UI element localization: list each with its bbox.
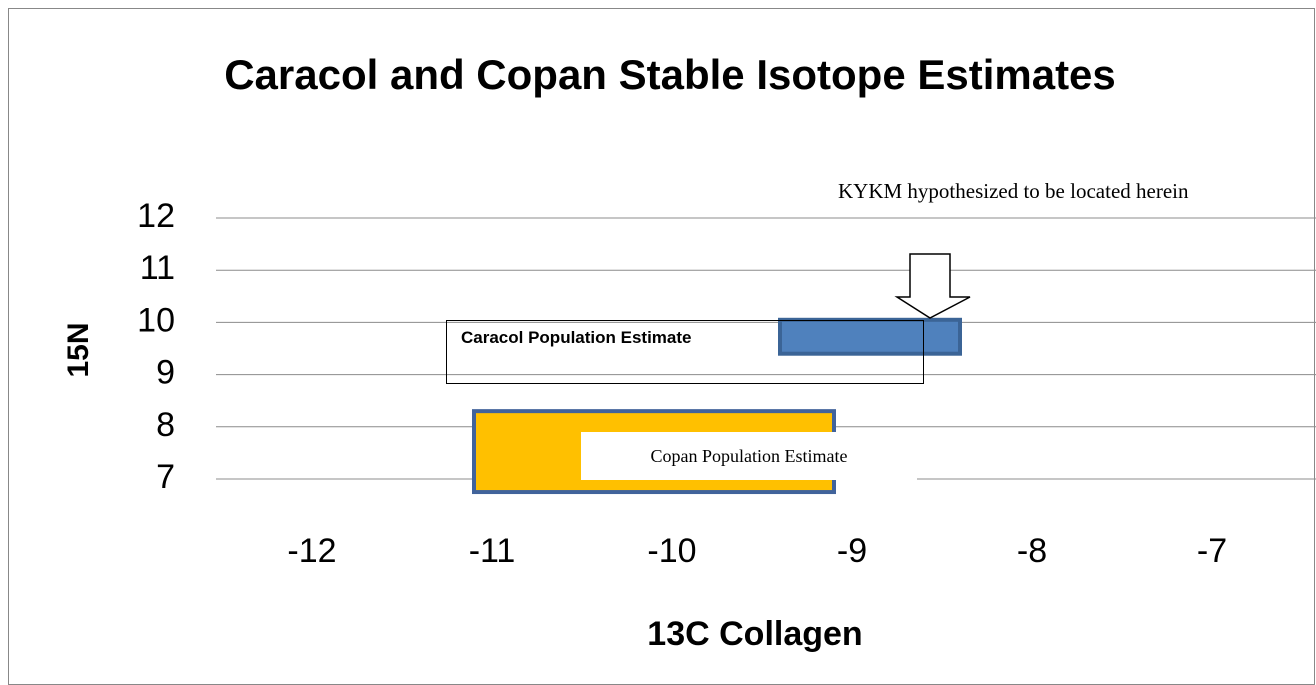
series-label: Copan Population Estimate xyxy=(581,432,917,480)
series-label: Caracol Population Estimate xyxy=(461,328,692,347)
annotation: KYKM hypothesized to be located herein xyxy=(838,179,1189,203)
x-tick-label: -11 xyxy=(469,532,516,570)
y-tick-label: 12 xyxy=(137,197,175,235)
y-tick-label: 7 xyxy=(156,458,175,496)
annotation-arrow xyxy=(894,253,971,319)
x-tick-label: -7 xyxy=(1197,532,1227,570)
series-label-box: Caracol Population Estimate xyxy=(446,320,924,384)
y-tick-label: 10 xyxy=(137,301,175,339)
y-axis-label: 15N xyxy=(62,322,95,377)
x-axis-label: 13C Collagen xyxy=(647,615,862,653)
range-box xyxy=(778,317,962,356)
x-tick-label: -8 xyxy=(1017,532,1047,570)
x-tick-label: -12 xyxy=(287,532,336,570)
y-tick-label: 9 xyxy=(156,354,175,392)
chart-title: Caracol and Copan Stable Isotope Estimat… xyxy=(224,51,1116,98)
x-tick-label: -9 xyxy=(837,532,867,570)
y-tick-label: 11 xyxy=(140,249,175,287)
x-tick-label: -10 xyxy=(647,532,696,570)
y-tick-label: 8 xyxy=(156,406,175,444)
